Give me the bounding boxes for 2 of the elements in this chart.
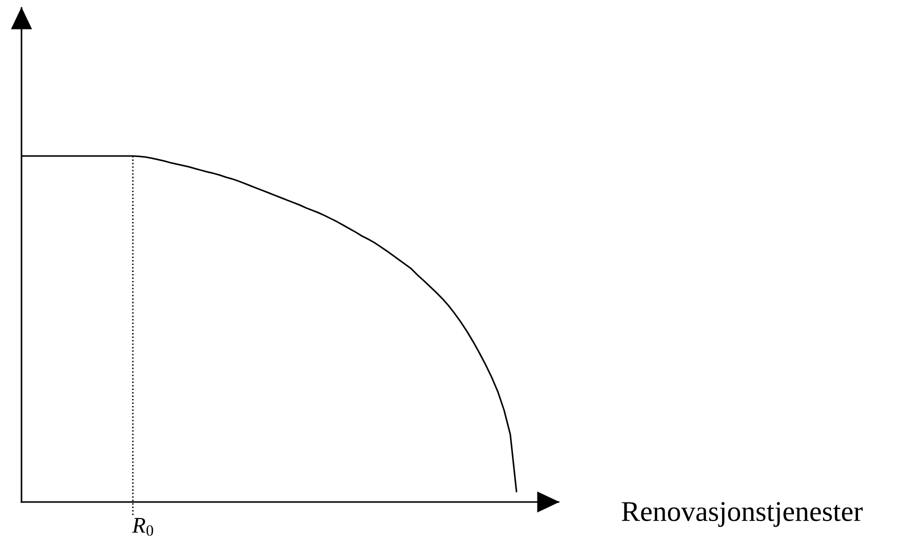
text: R$_{0}$ [132,518,154,536]
x-axis-title: Renovasjonstjenester [622,502,863,527]
